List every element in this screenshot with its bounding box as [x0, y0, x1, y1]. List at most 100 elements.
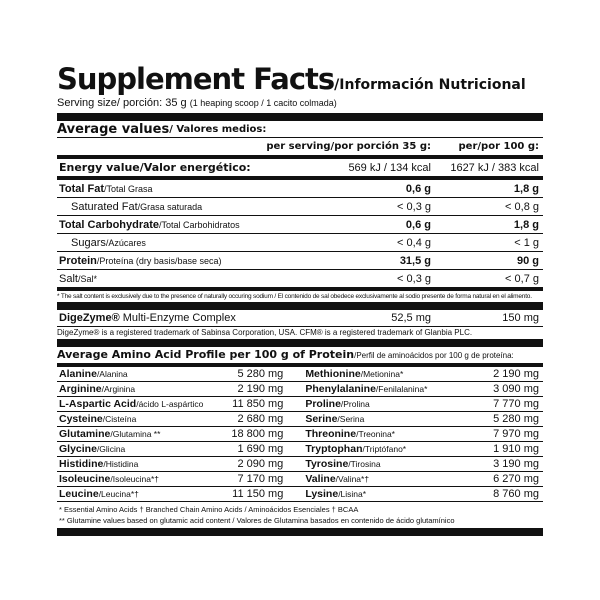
amino-name-es: /Cisteína [102, 414, 137, 424]
per-100g-value: 1,8 g [513, 182, 539, 195]
energy-row: Energy value/Valor energético: 569 kJ / … [59, 161, 539, 174]
amino-acid-row: Valine/Valina*† 6 270 mg [303, 472, 543, 487]
amino-acid-row: Serine/Serina 5 280 mg [303, 412, 543, 427]
amino-column-left: Alanine/Alanina 5 280 mg Arginine/Arginina… [57, 367, 304, 502]
divider [57, 302, 543, 310]
per-serving-value: < 0,4 g [397, 236, 431, 249]
amino-acid-row: Lysine/Lisina* 8 760 mg [303, 487, 543, 502]
amino-name-es: /Serina [337, 414, 365, 424]
amino-value: 2 680 mg [237, 413, 284, 425]
nutrient-table: Total Fat/Total Grasa 0,6 g 1,8 g Saturat… [57, 180, 543, 288]
amino-acid-row: Alanine/Alanina 5 280 mg [57, 367, 304, 382]
nutrient-name: Salt [59, 272, 78, 285]
divider [57, 155, 543, 159]
amino-acid-row: Proline/Prolina 7 770 mg [303, 397, 543, 412]
per-serving-value: 0,6 g [405, 218, 431, 231]
amino-value: 7 970 mg [493, 428, 539, 440]
amino-acid-row: Cysteine/Cisteína 2 680 mg [57, 412, 304, 427]
amino-name-es: /Tirosina [348, 459, 381, 469]
amino-name-es: /Lisina* [338, 489, 367, 499]
amino-name: Cysteine [59, 413, 103, 425]
salt-footnote: * The salt content is exclusively due to… [57, 293, 532, 300]
amino-name: Tryptophan [305, 443, 363, 455]
amino-name-es: /Prolina [340, 399, 370, 409]
amino-acid-row: Arginine/Arginina 2 190 mg [57, 382, 304, 397]
serving-size: Serving size/ porción: 35 g (1 heaping s… [57, 97, 337, 109]
divider [57, 528, 543, 536]
supplement-facts-label: Supplement Facts/Información Nutricional… [57, 62, 543, 536]
amino-acid-heading: Average Amino Acid Profile per 100 g of … [57, 348, 514, 361]
amino-acid-row: Tyrosine/Tirosina 3 190 mg [303, 457, 543, 472]
per-100g-value: 90 g [516, 254, 539, 267]
amino-name: Methionine [305, 368, 361, 380]
amino-value: 2 190 mg [493, 368, 539, 380]
amino-name-es: /Alanina [96, 369, 128, 379]
amino-name-es: /Histidina [103, 459, 139, 469]
divider [57, 339, 543, 347]
amino-name: Tyrosine [305, 458, 349, 470]
amino-value: 3 190 mg [493, 458, 539, 470]
amino-name: Arginine [59, 383, 102, 395]
amino-acid-table: Alanine/Alanina 5 280 mg Arginine/Arginina… [57, 367, 543, 502]
amino-acid-row: Methionine/Metionina* 2 190 mg [303, 367, 543, 382]
digezyme-row: DigeZyme® Multi-Enzyme Complex 52,5 mg 1… [59, 312, 539, 324]
amino-name: L-Aspartic Acid [59, 398, 137, 410]
amino-name: Serine [305, 413, 338, 425]
nutrient-name-es: /Azúcares [105, 237, 146, 248]
amino-name: Histidine [59, 458, 104, 470]
amino-value: 5 280 mg [493, 413, 539, 425]
amino-name: Alanine [59, 368, 97, 380]
nutrient-row: Protein/Proteína (dry basis/base seca) 3… [57, 252, 543, 270]
amino-acid-row: Histidine/Histidina 2 090 mg [57, 457, 304, 472]
column-headers: per serving/por porción 35 g: per/por 10… [266, 141, 539, 152]
nutrient-row: Salt/Sal* < 0,3 g < 0,7 g [57, 270, 543, 288]
nutrient-name: Total Carbohydrate [59, 218, 160, 231]
divider [57, 137, 543, 138]
amino-value: 1 690 mg [237, 443, 284, 455]
nutrient-name-es: /Total Carbohidratos [159, 219, 240, 230]
nutrient-name: Saturated Fat [71, 200, 138, 213]
amino-acid-row: Threonine/Treonina* 7 970 mg [303, 427, 543, 442]
nutrient-name: Protein [59, 254, 97, 267]
amino-name-es: /ácido L-aspártico [136, 399, 204, 409]
amino-value: 2 090 mg [237, 458, 284, 470]
amino-value: 18 800 mg [231, 428, 284, 440]
amino-name-es: /Arginina [101, 384, 136, 394]
glutamine-footnote: ** Glutamine values based on glutamic ac… [59, 516, 455, 525]
amino-name: Glutamine [59, 428, 111, 440]
nutrient-name: Total Fat [59, 182, 105, 195]
nutrient-name: Sugars [71, 236, 106, 249]
amino-name-es: /Leucina*† [98, 489, 139, 499]
amino-acid-row: Glycine/Glicina 1 690 mg [57, 442, 304, 457]
per-100g-value: < 0,8 g [505, 200, 539, 213]
amino-value: 11 150 mg [232, 488, 284, 500]
amino-value: 3 090 mg [493, 383, 539, 395]
divider [57, 113, 543, 121]
nutrient-name-es: /Proteína (dry basis/base seca) [96, 255, 222, 266]
per-serving-value: 31,5 g [399, 254, 431, 267]
amino-name-es: /Metionina* [360, 369, 404, 379]
amino-name-es: /Glicina [96, 444, 126, 454]
amino-name: Valine [305, 473, 336, 485]
per-serving-value: < 0,3 g [397, 272, 431, 285]
average-values-heading: Average values / Valores medios: [57, 121, 267, 137]
amino-value: 2 190 mg [237, 383, 284, 395]
amino-acid-row: L-Aspartic Acid/ácido L-aspártico 11 850 … [57, 397, 304, 412]
amino-name-es: /Valina*† [335, 474, 370, 484]
nutrient-row: Sugars/Azúcares < 0,4 g < 1 g [57, 234, 543, 252]
per-serving-value: < 0,3 g [397, 200, 431, 213]
nutrient-row: Saturated Fat/Grasa saturada < 0,3 g < 0… [57, 198, 543, 216]
trademark-note: DigeZyme® is a registered trademark of S… [57, 328, 473, 337]
amino-name-es: /Glutamina ** [110, 429, 161, 439]
amino-name: Threonine [305, 428, 357, 440]
per-100g-value: 1,8 g [513, 218, 539, 231]
amino-name: Phenylalanine [305, 383, 376, 395]
amino-acid-row: Glutamine/Glutamina ** 18 800 mg [57, 427, 304, 442]
amino-name: Lysine [305, 488, 339, 500]
amino-name: Proline [305, 398, 341, 410]
amino-acid-row: Leucine/Leucina*† 11 150 mg [57, 487, 304, 502]
per-100g-value: < 0,7 g [505, 272, 539, 285]
amino-name-es: /Fenilalanina* [375, 384, 428, 394]
divider [57, 287, 543, 291]
amino-name-es: /Isoleucina*† [110, 474, 160, 484]
